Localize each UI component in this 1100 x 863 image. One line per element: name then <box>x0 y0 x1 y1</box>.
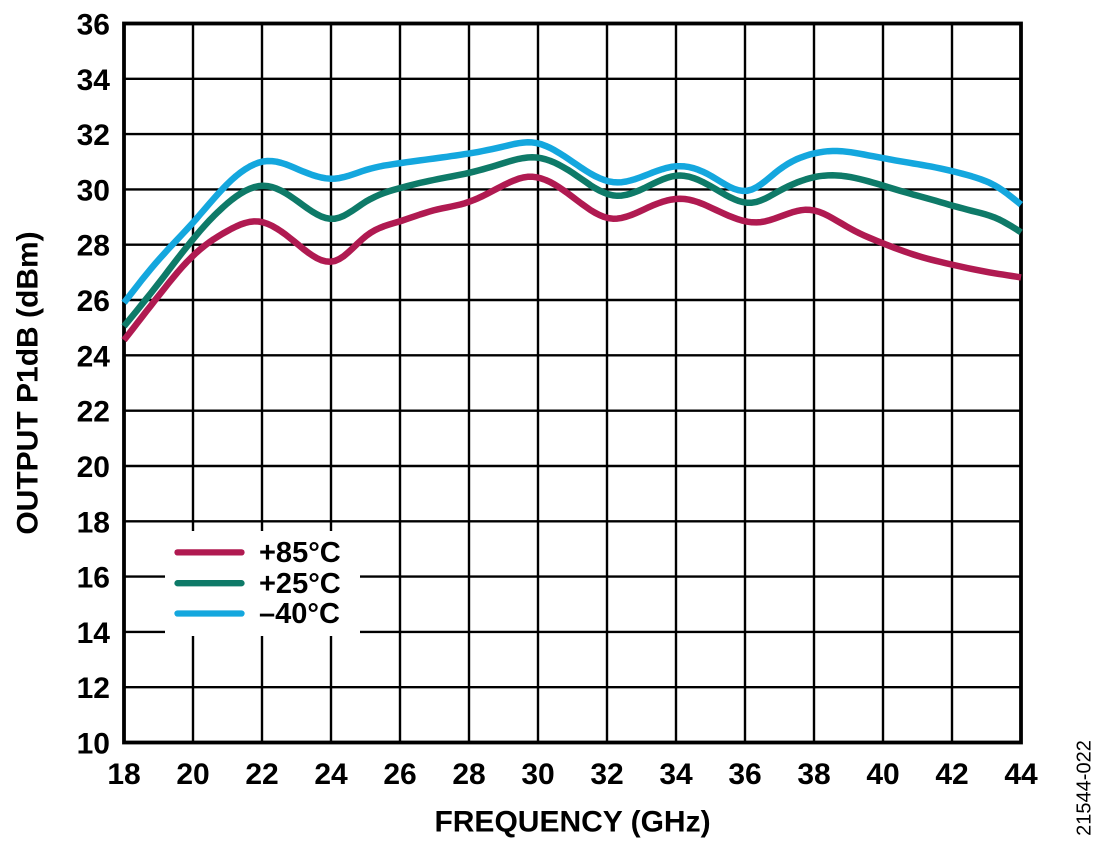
svg-text:+25°C: +25°C <box>259 568 341 600</box>
svg-text:30: 30 <box>521 758 554 791</box>
svg-text:34: 34 <box>659 758 693 791</box>
svg-text:22: 22 <box>245 758 278 791</box>
svg-text:28: 28 <box>452 758 485 791</box>
svg-text:44: 44 <box>1004 758 1038 791</box>
svg-text:16: 16 <box>77 562 110 595</box>
svg-text:30: 30 <box>77 174 110 207</box>
svg-text:12: 12 <box>77 672 110 705</box>
svg-text:24: 24 <box>77 340 111 373</box>
svg-text:26: 26 <box>383 758 416 791</box>
svg-text:20: 20 <box>176 758 209 791</box>
svg-text:36: 36 <box>77 9 110 42</box>
svg-text:10: 10 <box>77 728 110 761</box>
svg-text:42: 42 <box>935 758 968 791</box>
svg-text:32: 32 <box>77 119 110 152</box>
svg-text:24: 24 <box>314 758 348 791</box>
svg-text:FREQUENCY (GHz): FREQUENCY (GHz) <box>434 806 710 839</box>
svg-text:22: 22 <box>77 396 110 429</box>
svg-text:–40°C: –40°C <box>259 598 340 630</box>
svg-text:34: 34 <box>77 64 111 97</box>
svg-text:18: 18 <box>77 506 110 539</box>
svg-text:26: 26 <box>77 285 110 318</box>
svg-text:40: 40 <box>866 758 899 791</box>
svg-text:20: 20 <box>77 451 110 484</box>
svg-text:28: 28 <box>77 230 110 263</box>
svg-text:OUTPUT P1dB (dBm): OUTPUT P1dB (dBm) <box>12 231 45 534</box>
svg-text:36: 36 <box>728 758 761 791</box>
svg-text:14: 14 <box>77 617 111 650</box>
svg-text:18: 18 <box>107 758 140 791</box>
svg-text:32: 32 <box>590 758 623 791</box>
svg-text:+85°C: +85°C <box>259 537 341 569</box>
svg-text:38: 38 <box>797 758 830 791</box>
svg-text:21544-022: 21544-022 <box>1074 740 1096 836</box>
